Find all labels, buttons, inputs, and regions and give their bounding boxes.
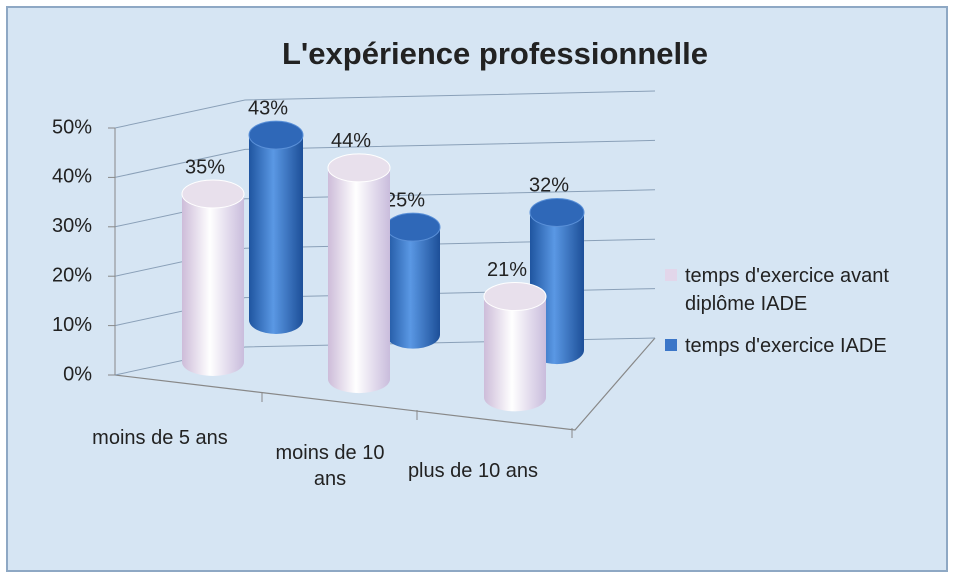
bar-top — [385, 212, 441, 242]
data-label: 35% — [185, 156, 225, 178]
y-tick-label: 10% — [52, 314, 92, 336]
bar — [484, 296, 546, 412]
data-label: 44% — [331, 130, 371, 152]
x-tick-label: moins de 10 ans — [275, 442, 385, 490]
bar — [249, 135, 303, 334]
legend-swatch — [665, 339, 677, 351]
bar — [328, 167, 390, 394]
legend-item: temps d'exercice avant diplôme IADE — [665, 262, 950, 318]
y-tick-label: 0% — [63, 363, 92, 385]
data-label: 32% — [529, 175, 569, 197]
data-label: 25% — [385, 189, 425, 211]
legend: temps d'exercice avant diplôme IADE temps… — [665, 262, 950, 374]
cylinder — [181, 179, 245, 376]
bar-top — [181, 179, 245, 209]
y-tick-label: 50% — [52, 116, 92, 138]
chart-title: L'expérience professionnelle — [282, 36, 708, 71]
grid-line — [114, 189, 656, 228]
bar — [182, 194, 244, 376]
bar-top — [483, 282, 547, 312]
grid-line — [114, 238, 656, 277]
x-tick-label: moins de 5 ans — [92, 427, 228, 449]
data-label: 21% — [487, 259, 527, 281]
floor-edge — [114, 337, 656, 431]
x-tick-label: plus de 10 ans — [407, 460, 539, 482]
legend-label: temps d'exercice IADE — [685, 335, 887, 357]
y-tick-label: 40% — [52, 166, 92, 188]
cylinder — [385, 212, 441, 349]
data-label: 43% — [248, 97, 288, 119]
y-tick-label: 30% — [52, 215, 92, 237]
bar-top — [248, 120, 304, 150]
bar — [386, 227, 440, 349]
legend-label: temps d'exercice avant diplôme IADE — [685, 265, 889, 315]
cylinder — [327, 153, 391, 394]
cylinder — [483, 282, 547, 412]
grid-line — [114, 90, 656, 129]
cylinder — [248, 120, 304, 334]
y-tick-label: 20% — [52, 264, 92, 286]
grid-line — [114, 139, 656, 178]
legend-swatch — [665, 269, 677, 281]
legend-item: temps d'exercice IADE — [665, 332, 950, 360]
bar-top — [529, 197, 585, 227]
chart-area — [6, 6, 948, 572]
bar-top — [327, 153, 391, 183]
